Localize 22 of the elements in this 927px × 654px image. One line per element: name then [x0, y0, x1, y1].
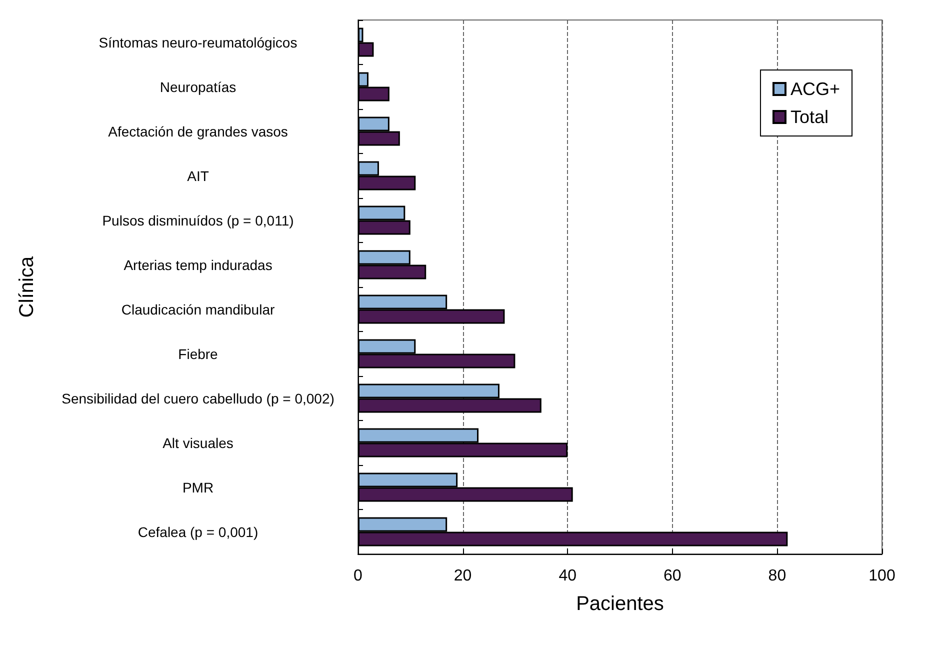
y-tick-label: AIT: [187, 168, 210, 184]
y-tick-label: PMR: [182, 479, 214, 496]
y-tick-label: Neuropatías: [160, 78, 236, 95]
x-tick-label: 80: [768, 568, 786, 584]
y-tick-label: Síntomas neuro-reumatológicos: [98, 34, 298, 50]
y-tick-label: Pulsos disminuídos (p = 0,011): [102, 212, 294, 228]
x-tick-label: 40: [558, 568, 577, 584]
y-tick-label: Cefalea (p = 0,001): [138, 524, 258, 540]
x-tick-label: 0: [354, 568, 363, 584]
legend-label: Total: [790, 107, 829, 127]
y-tick-label: Alt visuales: [162, 434, 234, 451]
y-tick-label: Claudicación mandibular: [121, 301, 275, 318]
x-tick-label: 100: [868, 568, 896, 584]
y-tick-label: Fiebre: [178, 346, 218, 362]
y-axis-title: Clínica: [16, 256, 38, 318]
legend-label: ACG+: [790, 79, 840, 99]
y-tick-label: Sensibilidad del cuero cabelludo (p = 0,002): [62, 390, 334, 406]
x-tick-label: 60: [664, 568, 682, 584]
y-tick-label: Afectación de grandes vasos: [108, 123, 288, 140]
x-axis-title: Pacientes: [576, 593, 664, 615]
x-tick-label: 20: [454, 568, 472, 584]
y-tick-label: Arterias temp induradas: [124, 256, 272, 273]
